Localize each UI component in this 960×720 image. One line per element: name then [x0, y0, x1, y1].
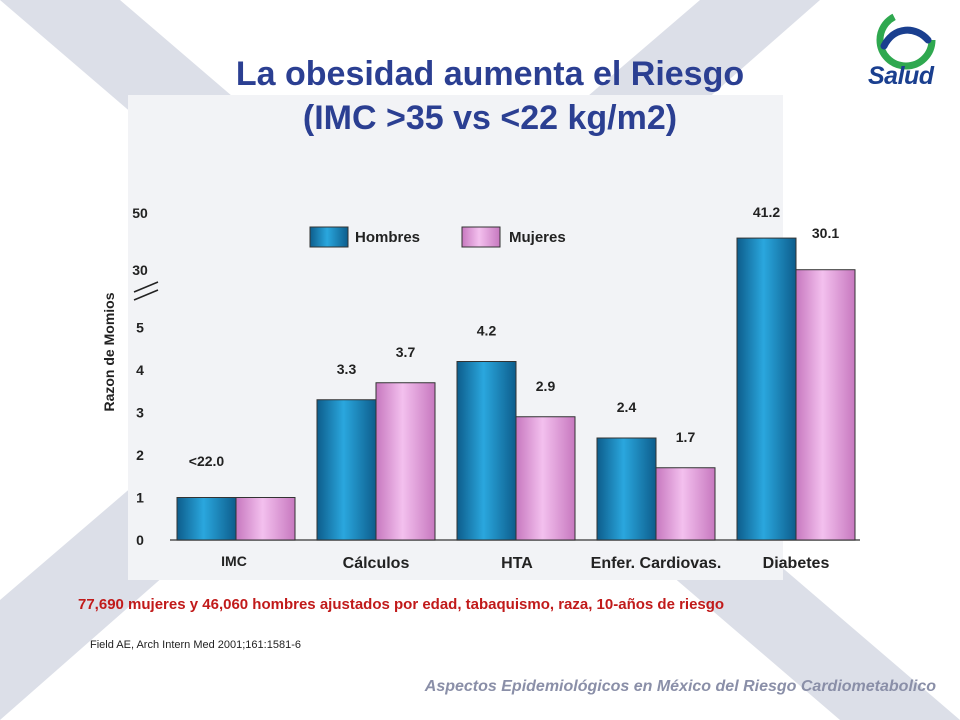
bar-hombres-2 [456, 361, 517, 541]
bar-mujeres-4 [795, 269, 856, 541]
bar-mujeres-1 [375, 382, 436, 541]
salud-logo-icon [876, 10, 936, 70]
data-label: 3.7 [396, 344, 416, 360]
data-label: <22.0 [189, 453, 225, 469]
y-tick-label: 2 [136, 447, 144, 463]
y-tick-label: 3 [136, 405, 144, 421]
data-label: 1.7 [676, 429, 696, 445]
y-tick-label: 4 [136, 362, 144, 378]
bar-hombres-0 [176, 497, 237, 541]
footnote-sample: 77,690 mujeres y 46,060 hombres ajustado… [78, 596, 725, 613]
footer-text: Aspectos Epidemiológicos en México del R… [424, 678, 936, 695]
y-tick-label: 5 [136, 320, 144, 336]
data-label: 41.2 [753, 204, 780, 220]
title-line-2: (IMC >35 vs <22 kg/m2) [302, 99, 678, 137]
data-label: 2.9 [536, 378, 556, 394]
citation: Field AE, Arch Intern Med 2001;161:1581-… [90, 639, 301, 651]
logo-text: Salud [868, 62, 934, 90]
bar-mujeres-3 [655, 467, 716, 541]
x-tick-label: Diabetes [763, 555, 830, 572]
title-line-1: La obesidad aumenta el Riesgo [235, 55, 745, 93]
data-label: 30.1 [812, 225, 839, 241]
y-tick-label: 1 [136, 490, 144, 506]
y-axis-label: Razon de Momios [101, 292, 117, 411]
x-tick-label: HTA [501, 555, 533, 572]
axis-break-mark [133, 281, 159, 293]
axis-break-mark [133, 289, 159, 301]
bar-hombres-3 [596, 437, 657, 541]
bar-mujeres-2 [515, 416, 576, 541]
y-tick-label: 30 [132, 262, 148, 278]
x-tick-label: Enfer. Cardiovas. [591, 555, 722, 572]
page-title: La obesidad aumenta el Riesgo (IMC >35 v… [130, 52, 850, 140]
legend-swatch [309, 226, 349, 248]
legend-swatch [461, 226, 501, 248]
legend-label: Hombres [355, 229, 420, 246]
bar-mujeres-0 [235, 497, 296, 541]
axis-break-icon [133, 281, 159, 301]
bar-hombres-4 [736, 237, 797, 541]
y-tick-label: 50 [132, 205, 148, 221]
legend-label: Mujeres [509, 229, 566, 246]
y-tick-label: 0 [136, 532, 144, 548]
data-label: 4.2 [477, 323, 497, 339]
x-tick-label: Cálculos [343, 555, 410, 572]
x-tick-label: IMC [221, 553, 247, 569]
bar-hombres-1 [316, 399, 377, 541]
data-label: 2.4 [617, 399, 637, 415]
data-label: 3.3 [337, 361, 357, 377]
